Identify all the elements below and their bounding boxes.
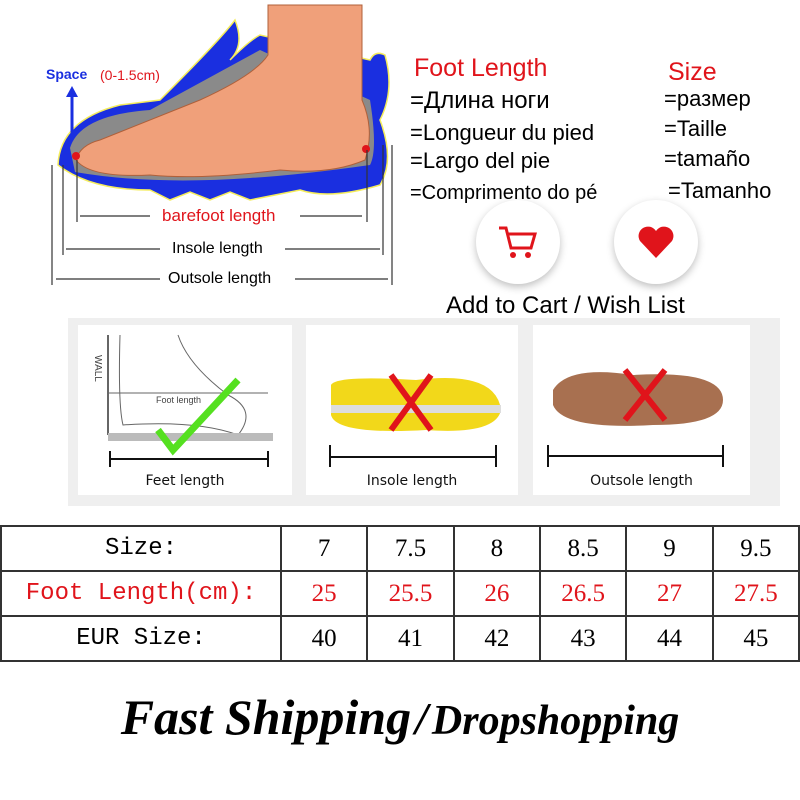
dropshopping-text: Dropshopping xyxy=(431,698,680,744)
table-cell: 26.5 xyxy=(538,570,628,617)
outsole-length-label: Outsole length xyxy=(168,270,272,287)
outsole-illustration xyxy=(547,368,724,467)
table-row-size: Size: 7 7.5 8 8.5 9 9.5 xyxy=(0,525,800,572)
add-to-cart-wish-list-label: Add to Cart / Wish List xyxy=(446,292,685,319)
foot-diagram: Space (0-1.5cm) barefoot length Insole l… xyxy=(0,0,400,300)
method-feet-length: WALL Foot length Feet length xyxy=(78,325,292,495)
table-cell: 40 xyxy=(279,615,369,662)
size-fr: =Taille xyxy=(664,116,727,141)
table-cell: 26 xyxy=(452,570,541,617)
size-pt: =Tamanho xyxy=(668,178,772,203)
space-range: (0-1.5cm) xyxy=(100,67,160,83)
row-header: EUR Size: xyxy=(0,615,282,662)
fast-shipping-text: Fast Shipping xyxy=(120,689,412,745)
table-cell: 41 xyxy=(366,615,455,662)
table-cell: 27 xyxy=(625,570,714,617)
shipping-banner: Fast Shipping / Dropshopping xyxy=(0,688,800,746)
size-title: Size xyxy=(668,58,717,86)
add-to-cart-button[interactable] xyxy=(476,200,560,284)
foot-length-ru: =Длина ноги xyxy=(410,87,550,114)
foot-length-pt: =Comprimento do pé xyxy=(410,182,598,204)
table-row-foot-length: Foot Length(cm): 25 25.5 26 26.5 27 27.5 xyxy=(0,570,800,617)
insole-illustration xyxy=(329,373,501,467)
foot-length-fr: =Longueur du pied xyxy=(410,120,595,145)
foot-illustration xyxy=(51,4,393,285)
row-header: Size: xyxy=(0,525,282,572)
row-header: Foot Length(cm): xyxy=(0,570,282,617)
table-cell: 9.5 xyxy=(711,525,800,572)
table-cell: 8 xyxy=(452,525,541,572)
size-table: Size: 7 7.5 8 8.5 9 9.5 Foot Length(cm):… xyxy=(0,525,800,662)
table-cell: 43 xyxy=(538,615,628,662)
table-cell: 7.5 xyxy=(366,525,455,572)
barefoot-length-label: barefoot length xyxy=(162,206,276,225)
table-cell: 27.5 xyxy=(711,570,800,617)
space-label: Space xyxy=(46,66,88,82)
table-cell: 25 xyxy=(279,570,369,617)
size-es: =tamaño xyxy=(664,146,751,171)
size-ru: =размер xyxy=(664,86,751,111)
foot-wall-illustration xyxy=(107,334,273,467)
shopping-cart-icon xyxy=(499,226,537,258)
method-outsole-length: Outsole length xyxy=(533,325,750,495)
insole-length-method-label: Insole length xyxy=(366,473,458,489)
insole-length-label: Insole length xyxy=(172,240,263,257)
foot-length-es: =Largo del pie xyxy=(410,148,551,173)
table-row-eur-size: EUR Size: 40 41 42 43 44 45 xyxy=(0,615,800,662)
table-cell: 9 xyxy=(625,525,714,572)
table-cell: 44 xyxy=(625,615,714,662)
feet-length-label: Feet length xyxy=(145,473,225,489)
wall-label: WALL xyxy=(92,355,103,382)
foot-length-title: Foot Length xyxy=(414,54,548,82)
table-cell: 25.5 xyxy=(366,570,455,617)
foot-length-note: Foot length xyxy=(156,395,202,405)
outsole-length-method-label: Outsole length xyxy=(590,473,693,489)
heart-icon xyxy=(638,226,674,258)
table-cell: 42 xyxy=(452,615,541,662)
table-cell: 7 xyxy=(279,525,369,572)
separator: / xyxy=(415,693,428,744)
table-cell: 45 xyxy=(711,615,800,662)
table-cell: 8.5 xyxy=(538,525,628,572)
wish-list-button[interactable] xyxy=(614,200,698,284)
method-insole-length: Insole length xyxy=(306,325,518,495)
